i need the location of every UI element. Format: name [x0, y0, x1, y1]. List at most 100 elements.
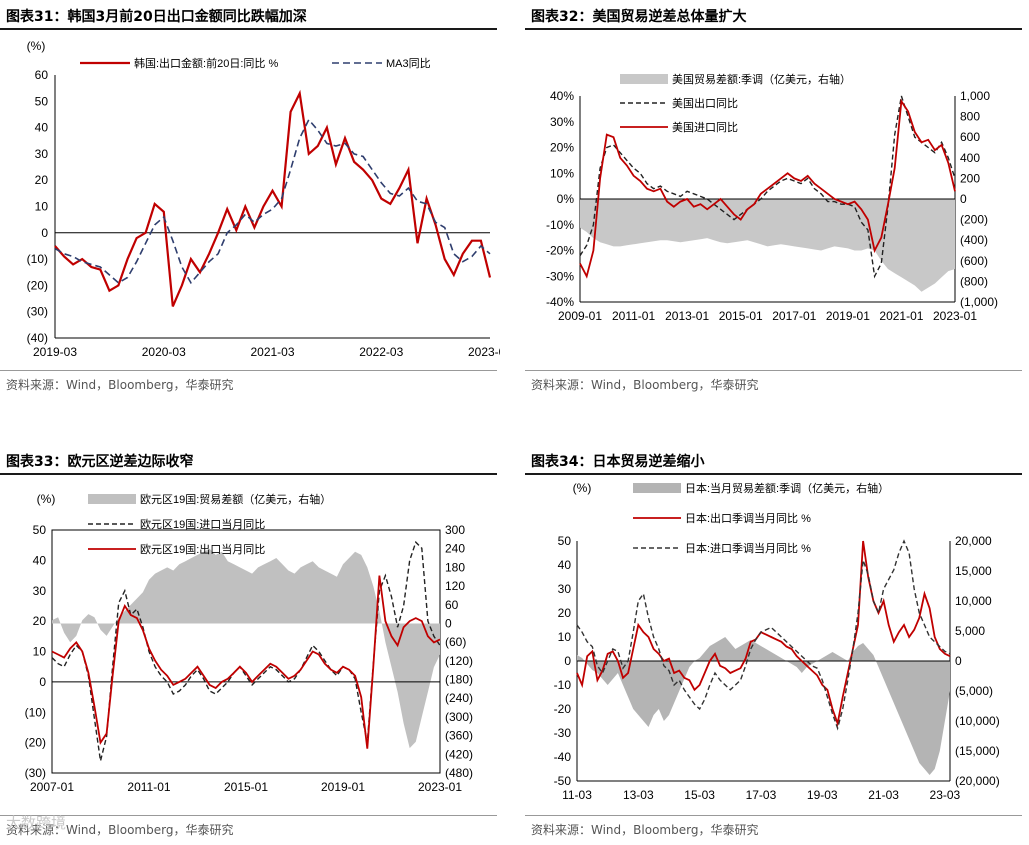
y-tick-label-right: (240) [445, 691, 473, 705]
y-tick-label-right: (60) [445, 635, 466, 649]
y-tick-label-left: 20 [558, 606, 572, 620]
x-tick-label: 2013-01 [665, 309, 709, 323]
x-tick-label: 2015-01 [719, 309, 763, 323]
y-tick-label-right: (300) [445, 710, 473, 724]
x-tick-label: 2023-01 [933, 309, 977, 323]
x-tick-label: 2019-01 [826, 309, 870, 323]
y-tick-label-right: 20,000 [955, 534, 992, 548]
y-tick-label-right: 200 [960, 171, 980, 185]
x-tick-label: 13-03 [623, 788, 654, 802]
y-tick-label-left: (30) [25, 766, 46, 780]
y-tick-label-left: 30 [558, 582, 572, 596]
chart-eurozone-trade: 50 40 30 20 10 0 (10) (20) (30) 300 240 180 120 60 0 (6… [25, 492, 473, 794]
y-tick-label-right: 0 [960, 192, 967, 206]
y-tick-label-left: -50 [554, 774, 572, 788]
y-tick-label-right: 120 [445, 579, 465, 593]
title-rule [525, 28, 1022, 30]
y-tick-label-right: 10,000 [955, 594, 992, 608]
panel-korea-exports: 图表31：韩国3月前20日出口金额同比跌幅加深 (%) 60 50 40 30 20 10 0… [0, 0, 500, 400]
legend-swatch [620, 74, 668, 84]
y-tick-label-left: 50 [33, 523, 47, 537]
legend-swatch [633, 483, 681, 493]
y-axis-unit: (%) [573, 481, 592, 495]
y-tick-label: (30) [27, 305, 48, 319]
legend-label: 日本:出口季调当月同比 % [685, 511, 811, 525]
x-tick-label: 2019-03 [33, 345, 77, 359]
x-tick-label: 2011-01 [612, 309, 655, 323]
y-axis-unit: (%) [37, 492, 56, 506]
series-import-line [579, 95, 956, 279]
series-trade-balance-area [52, 548, 440, 749]
y-tick-label-right: 60 [445, 598, 459, 612]
y-tick-label-right: (120) [445, 654, 473, 668]
x-tick-label: 23-03 [930, 788, 961, 802]
y-tick-label-left: -30 [554, 726, 572, 740]
y-tick-label-left: -10% [546, 218, 574, 232]
y-tick-label-right: (200) [960, 213, 988, 227]
panel-title: 图表34：日本贸易逆差缩小 [531, 454, 705, 470]
x-tick-label: 2021-01 [879, 309, 923, 323]
source-rule [0, 815, 497, 816]
x-tick-label: 21-03 [868, 788, 899, 802]
chart-us-trade: 40% 30% 20% 10% 0% -10% -20% -30% -40% 1,000 800 60… [546, 72, 998, 323]
y-tick-label-right: (20,000) [955, 774, 1000, 788]
y-tick-label-left: 10% [550, 166, 574, 180]
panel-title: 图表31：韩国3月前20日出口金额同比跌幅加深 [6, 9, 307, 25]
y-tick-label-right: 0 [955, 654, 962, 668]
y-tick-label: 60 [35, 68, 49, 82]
watermark: 大数跨境 [6, 814, 67, 832]
y-tick-label-left: (10) [25, 705, 46, 719]
y-tick-label-left: 40 [33, 553, 47, 567]
y-tick-label-left: -20 [554, 702, 572, 716]
y-tick-label: (20) [27, 278, 48, 292]
legend-label: 日本:进口季调当月同比 % [685, 541, 811, 555]
y-tick-label-left: 30% [550, 115, 574, 129]
source-note: 资料来源：Wind，Bloomberg，华泰研究 [6, 378, 234, 392]
y-tick-label-left: (20) [25, 736, 46, 750]
y-tick-label-right: 600 [960, 130, 980, 144]
x-tick-label: 19-03 [807, 788, 838, 802]
legend-label: 美国进口同比 [672, 121, 738, 134]
y-tick-label-left: 40% [550, 89, 574, 103]
y-tick-label-left: 20 [33, 614, 47, 628]
panel-eurozone-trade: 图表33：欧元区逆差边际收窄 50 40 30 20 10 0 (10) (20) (30) 30… [0, 445, 500, 845]
series-export-line [51, 575, 441, 749]
series-trade-balance-area [577, 637, 950, 775]
series-korea-export-line [54, 89, 492, 307]
x-tick-label: 2021-03 [250, 345, 294, 359]
y-tick-label-right: (600) [960, 254, 988, 268]
x-tick-label: 15-03 [684, 788, 715, 802]
source-rule [525, 815, 1022, 816]
y-tick-label-left: 50 [558, 534, 572, 548]
chart-japan-trade: 50 40 30 20 10 0 -10 -20 -30 -40 -50 20,000 15,000 10… [554, 481, 1000, 802]
y-tick-label-right: 5,000 [955, 624, 985, 638]
y-tick-label: 50 [35, 94, 49, 108]
legend-label: 欧元区19国:进口当月同比 [140, 517, 265, 531]
y-tick-label-right: (420) [445, 747, 473, 761]
legend-label: MA3同比 [386, 57, 431, 70]
y-tick-label-right: (5,000) [955, 684, 993, 698]
y-tick-label-right: 180 [445, 560, 465, 574]
x-tick-label: 2019-01 [321, 780, 365, 794]
y-tick-label-left: 0 [564, 654, 571, 668]
legend-label: 美国出口同比 [672, 96, 738, 110]
x-tick-label: 2023-03 [468, 345, 500, 359]
x-tick-label: 2015-01 [224, 780, 268, 794]
y-tick-label-left: 30 [33, 584, 47, 598]
y-tick-label-left: -40 [554, 750, 572, 764]
legend-label: 美国贸易差额:季调（亿美元，右轴） [672, 72, 851, 86]
y-tick-label: 40 [35, 121, 49, 135]
y-tick-label-right: (480) [445, 766, 473, 780]
panel-title: 图表32：美国贸易逆差总体量扩大 [531, 9, 747, 25]
x-tick-label: 2011-01 [127, 780, 170, 794]
series-export-line [579, 98, 956, 279]
y-tick-label: 30 [35, 147, 49, 161]
y-tick-label: (10) [27, 252, 48, 266]
series-export-line [576, 540, 951, 727]
y-tick-label: 0 [41, 226, 48, 240]
legend-label: 欧元区19国:贸易差额（亿美元，右轴） [140, 492, 331, 506]
y-tick-label-left: 10 [558, 630, 572, 644]
y-tick-label: (40) [27, 331, 48, 345]
source-rule [0, 370, 497, 371]
source-note: 资料来源：Wind，Bloomberg，华泰研究 [531, 823, 759, 837]
